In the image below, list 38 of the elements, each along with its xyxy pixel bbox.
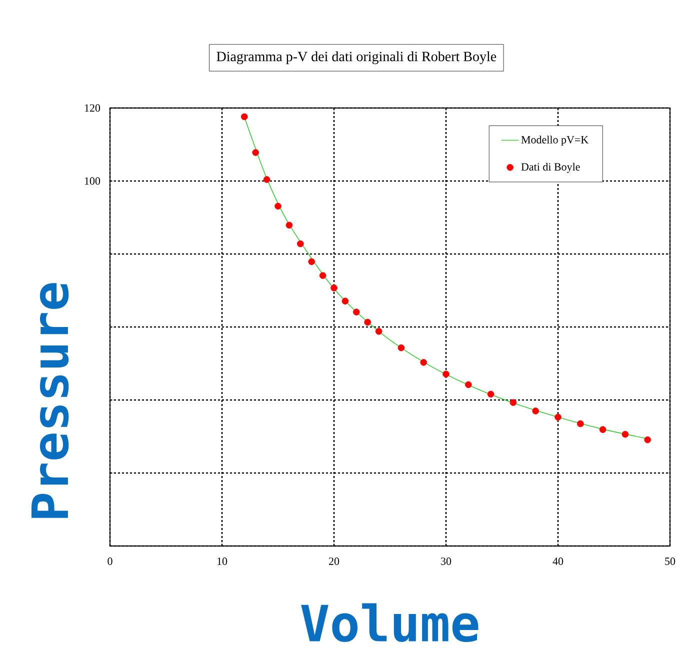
y-tick-label: 100: [84, 177, 100, 185]
x-tick-label: 20: [328, 558, 340, 565]
y-axis-title: Pressure: [32, 283, 69, 518]
point: [442, 370, 450, 378]
point: [644, 436, 652, 444]
point: [554, 414, 562, 421]
point: [599, 426, 606, 433]
point: [319, 272, 326, 279]
point: [263, 176, 270, 183]
point: [532, 408, 540, 414]
point: [308, 258, 316, 266]
legend-label: Dati di Boyle: [521, 162, 580, 173]
legend-label: Modello pV=K: [521, 136, 588, 146]
point: [398, 344, 405, 352]
x-tick-label: 50: [665, 558, 676, 565]
point: [622, 430, 629, 438]
point: [353, 308, 360, 316]
point: [241, 113, 248, 120]
x-tick-label: 0: [108, 558, 112, 565]
chart-title: Diagramma p-V dei dati originali di Robert Boyle: [216, 51, 496, 64]
point: [510, 399, 517, 406]
point: [330, 284, 338, 292]
point: [252, 149, 260, 156]
point: [297, 240, 304, 248]
point: [577, 420, 584, 428]
x-axis-title: Volume: [301, 603, 478, 642]
point: [465, 381, 472, 388]
point: [364, 318, 372, 326]
point: [342, 298, 349, 304]
x-tick-label: 40: [552, 558, 564, 565]
point: [286, 222, 293, 229]
point: [420, 359, 428, 366]
point: [375, 328, 382, 335]
x-tick-label: 30: [441, 558, 452, 565]
y-tick-label: 120: [84, 104, 100, 112]
x-tick-label: 10: [217, 558, 228, 565]
point: [274, 202, 282, 210]
point: [487, 390, 494, 398]
